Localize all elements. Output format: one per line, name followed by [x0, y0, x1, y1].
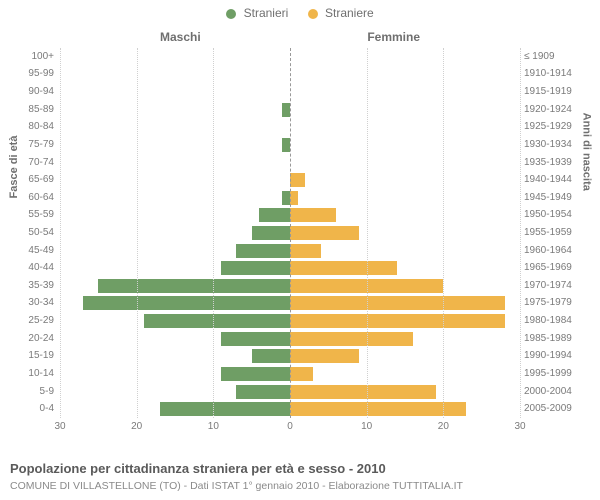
bar-male — [221, 367, 290, 381]
birth-year-label: 1915-1919 — [524, 87, 584, 97]
gridline — [367, 48, 368, 418]
birth-year-label: 2000-2004 — [524, 387, 584, 397]
age-label: 50-54 — [14, 228, 54, 238]
age-label: 80-84 — [14, 122, 54, 132]
birth-year-label: 1990-1994 — [524, 351, 584, 361]
birth-year-label: 2005-2009 — [524, 404, 584, 414]
legend-swatch-male — [226, 9, 236, 19]
birth-year-label: 1965-1969 — [524, 263, 584, 273]
age-label: 95-99 — [14, 69, 54, 79]
age-label: 30-34 — [14, 298, 54, 308]
center-axis-line — [290, 48, 291, 418]
bar-male — [236, 244, 290, 258]
plot-area: Maschi Femmine 0101020203030100+≤ 190995… — [60, 30, 520, 440]
bar-female — [290, 332, 413, 346]
bar-female — [290, 173, 305, 187]
bar-female — [290, 208, 336, 222]
x-tick-label: 10 — [208, 421, 219, 432]
age-label: 75-79 — [14, 140, 54, 150]
bar-female — [290, 296, 505, 310]
bar-male — [98, 279, 290, 293]
age-label: 55-59 — [14, 210, 54, 220]
birth-year-label: 1970-1974 — [524, 281, 584, 291]
bar-male — [221, 261, 290, 275]
age-label: 5-9 — [14, 387, 54, 397]
x-tick-label: 30 — [514, 421, 525, 432]
birth-year-label: 1945-1949 — [524, 193, 584, 203]
legend-label-female: Straniere — [325, 6, 374, 20]
gridline — [443, 48, 444, 418]
bar-male — [282, 103, 290, 117]
birth-year-label: 1930-1934 — [524, 140, 584, 150]
panel-title-male: Maschi — [160, 30, 201, 44]
bar-male — [282, 191, 290, 205]
age-label: 25-29 — [14, 316, 54, 326]
age-label: 15-19 — [14, 351, 54, 361]
legend-label-male: Stranieri — [244, 6, 289, 20]
bar-female — [290, 367, 313, 381]
bar-male — [252, 349, 290, 363]
age-label: 40-44 — [14, 263, 54, 273]
bar-male — [282, 138, 290, 152]
chart-container: Stranieri Straniere Fasce di età Anni di… — [0, 0, 600, 500]
x-tick-label: 30 — [54, 421, 65, 432]
age-label: 45-49 — [14, 246, 54, 256]
bar-male — [236, 385, 290, 399]
x-tick-label: 20 — [131, 421, 142, 432]
legend-item-female: Straniere — [308, 6, 374, 20]
x-tick-label: 0 — [287, 421, 293, 432]
birth-year-label: 1940-1944 — [524, 175, 584, 185]
age-label: 0-4 — [14, 404, 54, 414]
birth-year-label: 1980-1984 — [524, 316, 584, 326]
age-label: 35-39 — [14, 281, 54, 291]
legend: Stranieri Straniere — [0, 6, 600, 20]
chart-subtitle: COMUNE DI VILLASTELLONE (TO) - Dati ISTA… — [10, 480, 463, 492]
gridline — [60, 48, 61, 418]
age-label: 10-14 — [14, 369, 54, 379]
bar-female — [290, 244, 321, 258]
bar-male — [83, 296, 290, 310]
birth-year-label: 1975-1979 — [524, 298, 584, 308]
bar-female — [290, 385, 436, 399]
bar-female — [290, 402, 466, 416]
age-label: 65-69 — [14, 175, 54, 185]
bar-male — [259, 208, 290, 222]
birth-year-label: 1995-1999 — [524, 369, 584, 379]
birth-year-label: 1925-1929 — [524, 122, 584, 132]
birth-year-label: 1960-1964 — [524, 246, 584, 256]
age-label: 85-89 — [14, 105, 54, 115]
birth-year-label: 1985-1989 — [524, 334, 584, 344]
bar-female — [290, 261, 397, 275]
gridline — [137, 48, 138, 418]
x-tick-label: 20 — [438, 421, 449, 432]
birth-year-label: ≤ 1909 — [524, 52, 584, 62]
bar-female — [290, 349, 359, 363]
birth-year-label: 1910-1914 — [524, 69, 584, 79]
bar-male — [144, 314, 290, 328]
bar-female — [290, 314, 505, 328]
bars-area: 0101020203030100+≤ 190995-991910-191490-… — [60, 48, 520, 418]
legend-item-male: Stranieri — [226, 6, 288, 20]
bar-male — [252, 226, 290, 240]
bar-male — [160, 402, 290, 416]
gridline — [213, 48, 214, 418]
age-label: 20-24 — [14, 334, 54, 344]
birth-year-label: 1920-1924 — [524, 105, 584, 115]
panel-title-female: Femmine — [367, 30, 420, 44]
legend-swatch-female — [308, 9, 318, 19]
age-label: 100+ — [14, 52, 54, 62]
bar-female — [290, 226, 359, 240]
age-label: 60-64 — [14, 193, 54, 203]
gridline — [520, 48, 521, 418]
birth-year-label: 1935-1939 — [524, 158, 584, 168]
age-label: 90-94 — [14, 87, 54, 97]
birth-year-label: 1955-1959 — [524, 228, 584, 238]
age-label: 70-74 — [14, 158, 54, 168]
bar-female — [290, 191, 298, 205]
chart-title: Popolazione per cittadinanza straniera p… — [10, 461, 386, 476]
birth-year-label: 1950-1954 — [524, 210, 584, 220]
x-tick-label: 10 — [361, 421, 372, 432]
bar-male — [221, 332, 290, 346]
